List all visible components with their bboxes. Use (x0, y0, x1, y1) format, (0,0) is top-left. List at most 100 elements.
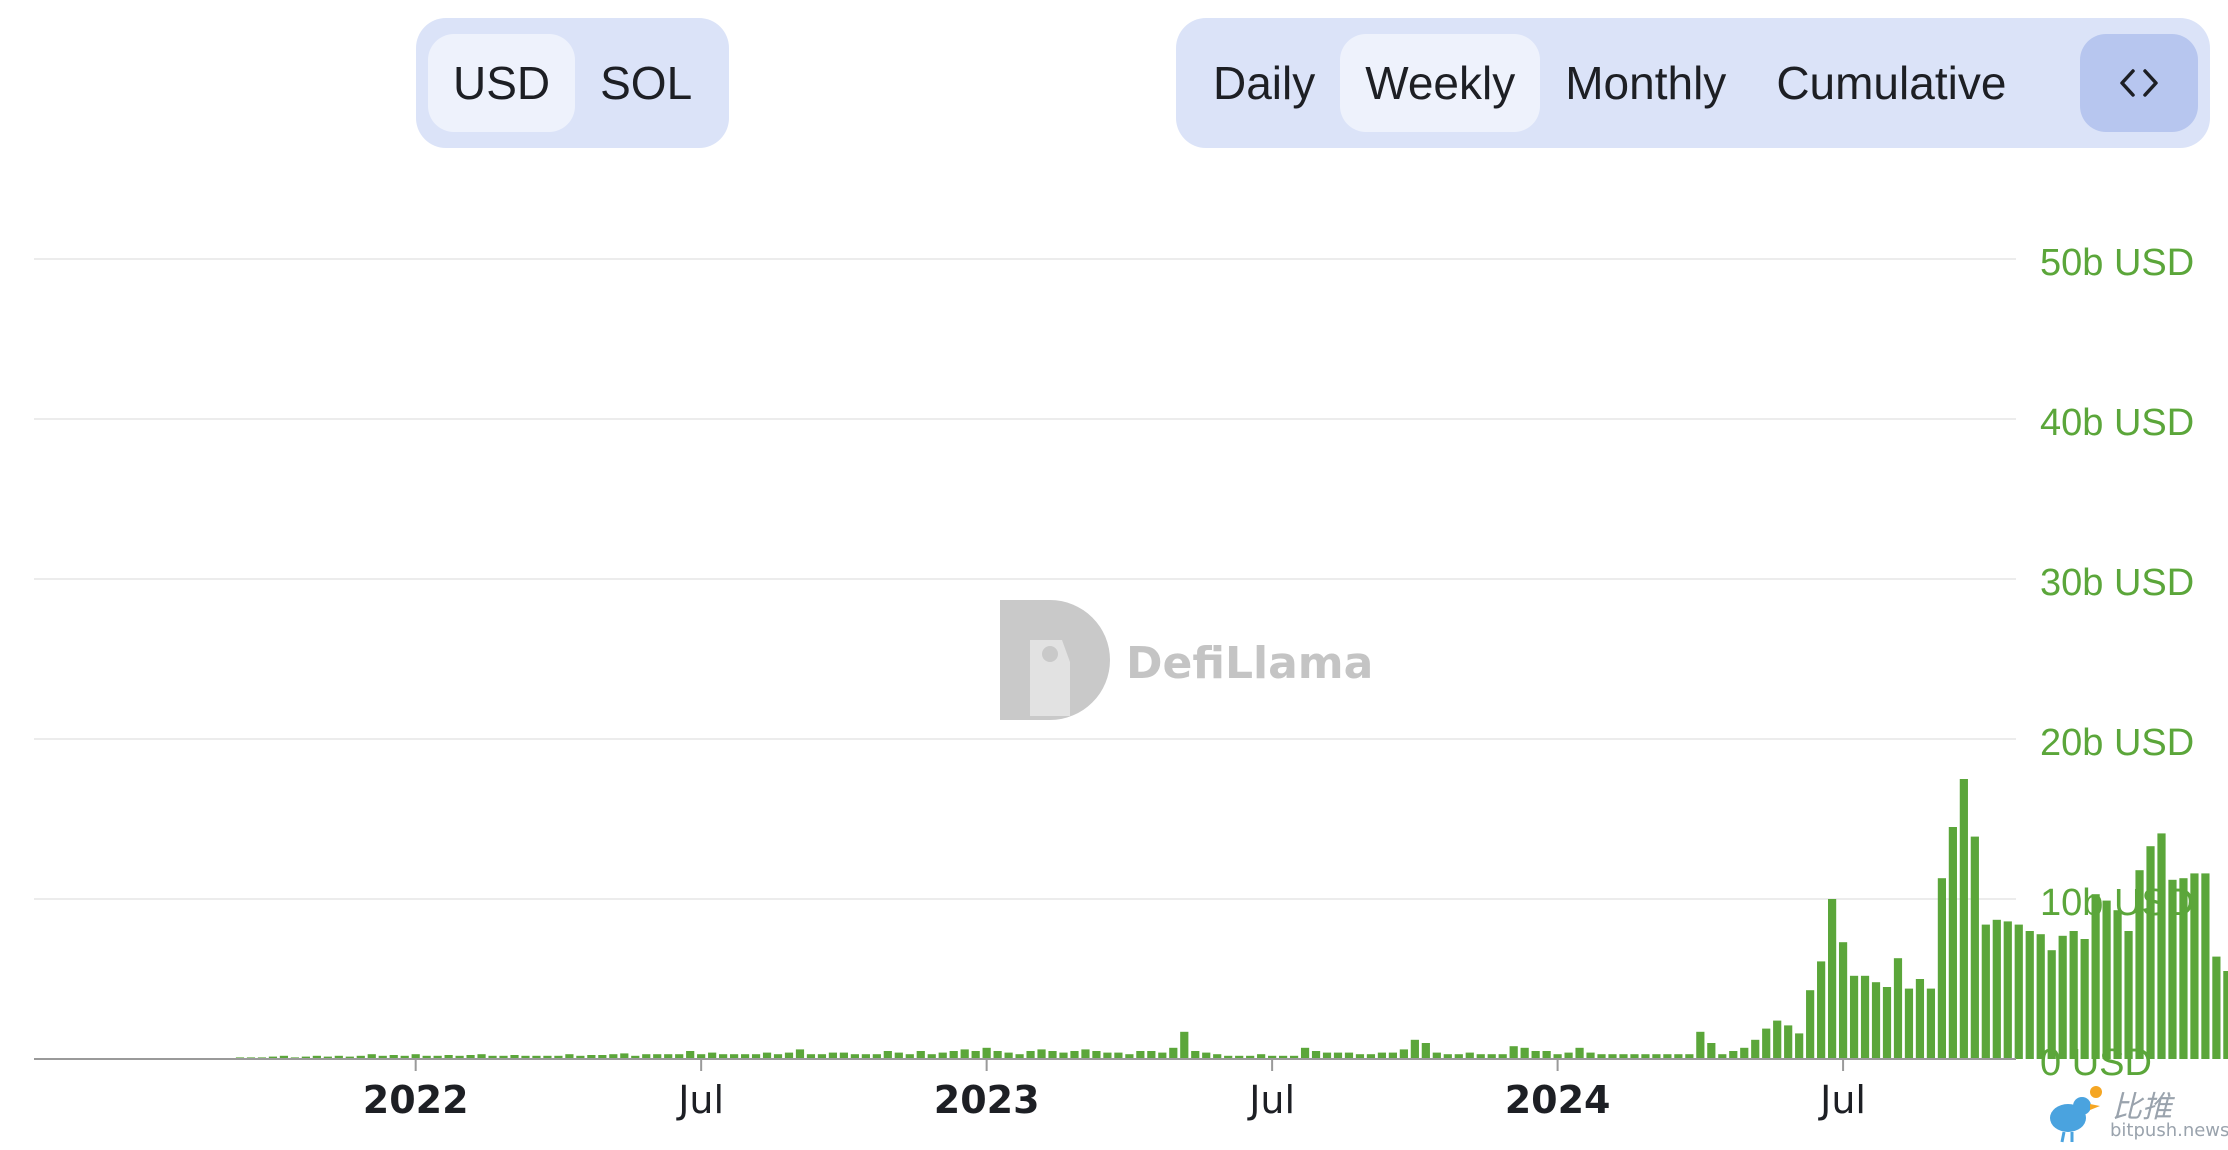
bar (1707, 1043, 1716, 1059)
bar (2080, 939, 2089, 1059)
y-tick-label: 30b USD (2040, 562, 2194, 604)
bar (1235, 1055, 1244, 1059)
bar (1432, 1052, 1441, 1059)
bar (1893, 958, 1903, 1059)
watermark-text: DefiLlama (1126, 638, 1373, 689)
sol-button[interactable]: SOL (600, 57, 693, 109)
bar (1092, 1051, 1101, 1059)
bar (850, 1054, 859, 1059)
x-tick-label: 2024 (1505, 1078, 1611, 1122)
bar (1081, 1049, 1090, 1059)
bar (664, 1054, 673, 1059)
bar (1048, 1051, 1057, 1059)
bar (1959, 779, 1968, 1059)
bar (960, 1049, 969, 1059)
bar (653, 1054, 662, 1059)
bar (1322, 1052, 1332, 1059)
bar (367, 1054, 376, 1059)
bar (773, 1054, 783, 1059)
bar (1970, 836, 1979, 1059)
bar (1289, 1055, 1299, 1059)
bar (1333, 1052, 1343, 1059)
bar (1553, 1054, 1562, 1059)
bar (2168, 879, 2177, 1059)
bar (1180, 1031, 1189, 1059)
bar (2190, 873, 2199, 1059)
bar (1498, 1054, 1507, 1059)
bar (554, 1055, 563, 1059)
bar (1037, 1049, 1046, 1059)
bar (2179, 878, 2188, 1059)
bar (1773, 1020, 1782, 1059)
x-tick-label: Jul (1818, 1078, 1866, 1122)
bar (2102, 900, 2111, 1059)
daily-button[interactable]: Daily (1213, 57, 1316, 109)
bar (1213, 1054, 1222, 1059)
bar (2058, 935, 2067, 1059)
bar (466, 1055, 475, 1059)
bar (1630, 1054, 1639, 1059)
bar (1421, 1043, 1430, 1059)
bar (565, 1054, 574, 1059)
y-tick-label: 50b USD (2040, 242, 2194, 284)
bar (993, 1051, 1002, 1059)
bar (1224, 1055, 1233, 1059)
y-tick-label: 20b USD (2040, 722, 2194, 764)
bar (620, 1053, 629, 1059)
bar (323, 1056, 332, 1059)
bar (1882, 987, 1892, 1059)
bar (2124, 931, 2133, 1059)
bar (1663, 1054, 1672, 1059)
bar (422, 1055, 431, 1059)
bar (762, 1052, 772, 1059)
bar (1542, 1051, 1551, 1059)
bar (268, 1056, 278, 1059)
bar (2113, 910, 2122, 1059)
code-brackets-icon (2120, 69, 2158, 97)
bar (279, 1055, 289, 1059)
bitpush-brand: 比推 bitpush.news (2042, 1082, 2228, 1150)
weekly-button[interactable]: Weekly (1340, 34, 1541, 132)
bar (1366, 1054, 1376, 1059)
bar (2201, 873, 2210, 1059)
bar (2212, 956, 2221, 1059)
bar (697, 1054, 706, 1059)
bar (532, 1055, 541, 1059)
x-tick-label: Jul (1247, 1078, 1295, 1122)
bar (2157, 833, 2166, 1059)
bar (2223, 971, 2228, 1059)
monthly-button[interactable]: Monthly (1565, 57, 1727, 109)
bar (1509, 1046, 1518, 1059)
bar (1674, 1054, 1683, 1059)
bar (1531, 1051, 1540, 1059)
x-axis: 2022 Jul 2023 Jul 2024 Jul (363, 1059, 1866, 1122)
usd-button[interactable]: USD (428, 34, 576, 132)
bar (1026, 1051, 1035, 1059)
bar (433, 1055, 442, 1059)
bar (2047, 950, 2056, 1059)
bar (2135, 870, 2144, 1059)
bar (971, 1051, 980, 1059)
bars (235, 779, 2228, 1059)
embed-button[interactable] (2080, 34, 2198, 132)
bar (708, 1052, 717, 1059)
bar (1004, 1052, 1013, 1059)
bar (1246, 1055, 1255, 1059)
bar (1191, 1051, 1200, 1059)
period-toggle: Daily Weekly Monthly Cumulative (1176, 18, 2210, 148)
bar (1070, 1051, 1079, 1059)
bar (587, 1055, 596, 1059)
bar (817, 1054, 827, 1059)
bar (521, 1055, 530, 1059)
bar (686, 1051, 695, 1059)
y-tick-label: 0 USD (2040, 1042, 2152, 1084)
bar (1520, 1047, 1529, 1059)
cumulative-button[interactable]: Cumulative (1776, 57, 2007, 109)
bar (839, 1052, 848, 1059)
bar (1268, 1055, 1277, 1059)
bar (389, 1055, 398, 1059)
bar (1564, 1052, 1573, 1059)
bar (1619, 1054, 1628, 1059)
bar (1608, 1054, 1617, 1059)
bar (444, 1055, 453, 1059)
